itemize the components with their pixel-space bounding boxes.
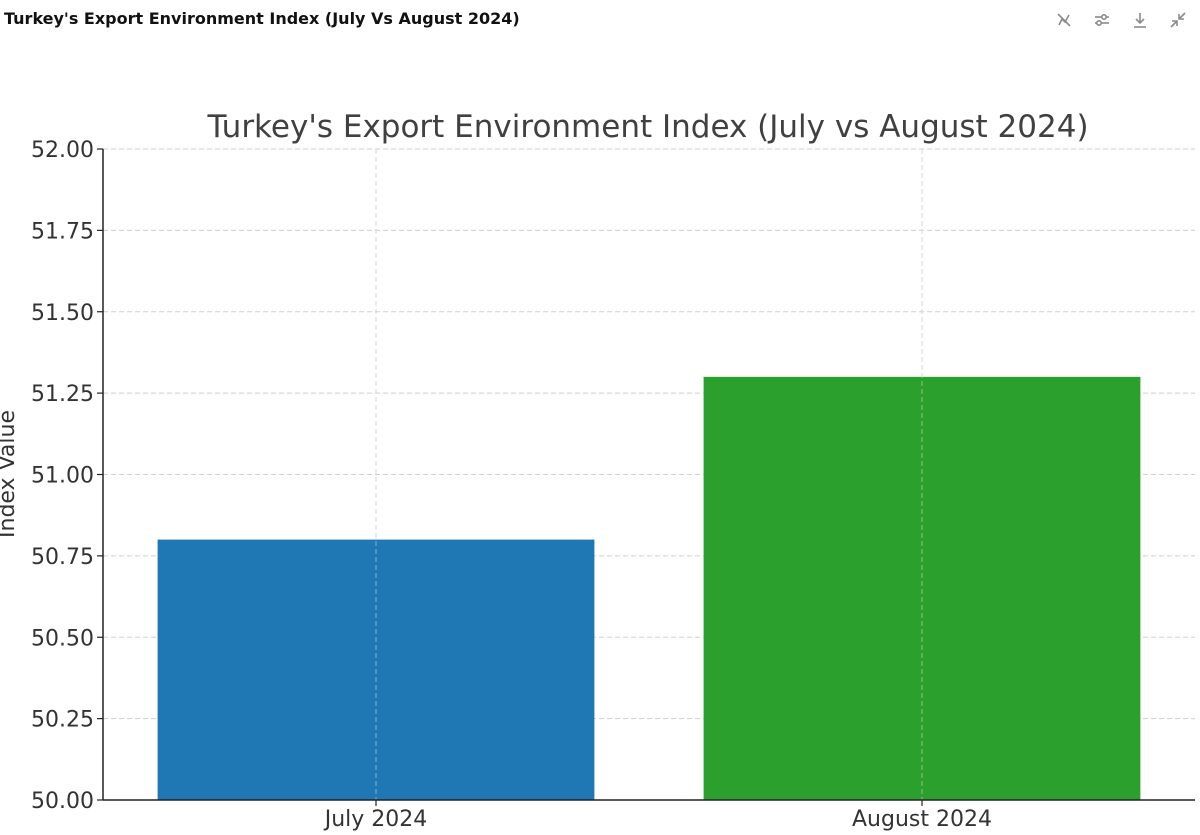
chart-title: Turkey's Export Environment Index (July … bbox=[206, 109, 1088, 145]
x-tick-label: July 2024 bbox=[323, 807, 428, 832]
download-icon bbox=[1134, 13, 1146, 28]
settings-sliders-icon bbox=[1095, 14, 1109, 27]
y-axis-label: Index Value bbox=[0, 410, 20, 538]
hide-chart-icon bbox=[1057, 13, 1071, 27]
chart-toolbar bbox=[1052, 8, 1190, 32]
collapse-button[interactable] bbox=[1166, 8, 1190, 32]
y-tick-label: 51.75 bbox=[31, 219, 94, 244]
y-tick-label: 52.00 bbox=[31, 138, 94, 163]
x-tick-label: August 2024 bbox=[852, 807, 992, 832]
axes: 50.00 50.25 50.50 50.75 51.00 51.25 51.50 51.75… bbox=[31, 138, 1195, 832]
download-button[interactable] bbox=[1128, 8, 1152, 32]
y-tick-label: 50.00 bbox=[31, 789, 94, 814]
collapse-icon bbox=[1170, 12, 1186, 28]
panel-title: Turkey's Export Environment Index (July … bbox=[4, 9, 520, 28]
bars bbox=[157, 149, 1141, 800]
hide-chart-button[interactable] bbox=[1052, 8, 1076, 32]
y-tick-label: 50.25 bbox=[31, 708, 94, 733]
y-tick-label: 50.50 bbox=[31, 626, 94, 651]
chart-panel-header: Turkey's Export Environment Index (July … bbox=[0, 0, 1200, 42]
y-tick-label: 50.75 bbox=[31, 545, 94, 570]
y-tick-label: 51.00 bbox=[31, 464, 94, 489]
y-tick-label: 51.50 bbox=[31, 301, 94, 326]
y-tick-label: 51.25 bbox=[31, 382, 94, 407]
chart-settings-button[interactable] bbox=[1090, 8, 1114, 32]
